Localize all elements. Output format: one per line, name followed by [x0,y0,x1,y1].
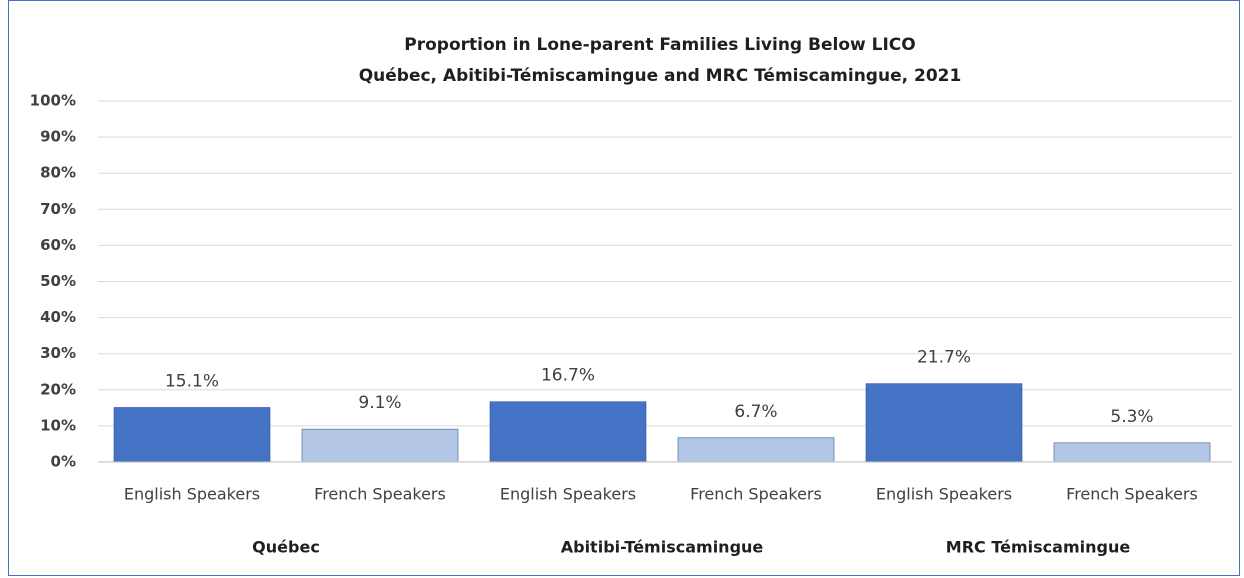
y-tick-label: 60% [40,236,76,254]
value-label: 6.7% [734,402,777,422]
group-label: Abitibi-Témiscamingue [561,538,764,557]
y-tick-label: 10% [40,416,76,434]
bar [865,383,1023,463]
value-label: 16.7% [541,366,595,386]
x-tick-label: English Speakers [500,485,636,504]
x-tick-label: English Speakers [124,485,260,504]
y-tick-label: 50% [40,272,76,290]
y-tick-label: 90% [40,128,76,146]
x-tick-label: French Speakers [1066,485,1198,504]
y-tick-label: 70% [40,200,76,218]
x-tick-label: English Speakers [876,485,1012,504]
bar [113,407,271,463]
bar [301,428,459,463]
y-tick-label: 100% [30,92,76,110]
value-label: 15.1% [165,371,219,391]
bar [489,401,647,463]
bar [1053,442,1211,463]
value-label: 21.7% [917,348,971,368]
y-tick-label: 40% [40,308,76,326]
y-tick-label: 80% [40,164,76,182]
y-tick-label: 30% [40,344,76,362]
chart-subtitle: Québec, Abitibi-Témiscamingue and MRC Té… [359,66,962,86]
chart-border [8,0,1240,576]
y-tick-label: 0% [51,453,76,471]
value-label: 5.3% [1110,407,1153,427]
x-tick-label: French Speakers [314,485,446,504]
group-label: MRC Témiscamingue [946,538,1131,557]
x-tick-label: French Speakers [690,485,822,504]
chart-title: Proportion in Lone-parent Families Livin… [404,35,915,55]
value-label: 9.1% [358,393,401,413]
bar [677,437,835,463]
y-tick-label: 20% [40,380,76,398]
group-label: Québec [252,538,320,557]
